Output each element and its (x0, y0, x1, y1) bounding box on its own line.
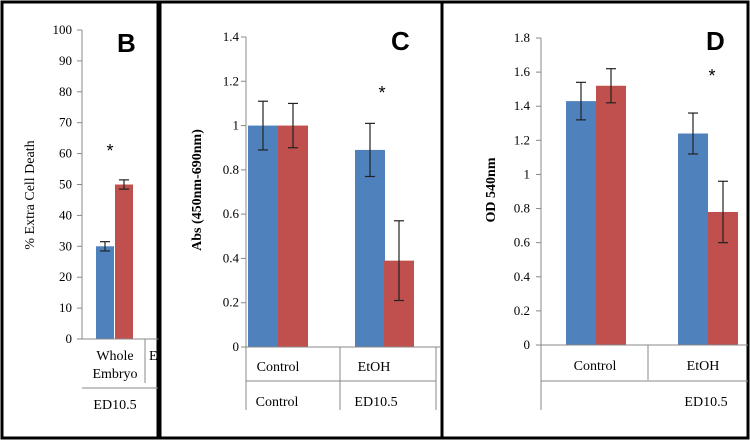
panel-b-significance-marker: * (106, 141, 113, 161)
panel-b-group-label: ED10.5 (93, 398, 136, 413)
panel-b-y-axis-title: % Extra Cell Death (23, 140, 38, 249)
panel-d-y-tick-label: 1 (524, 166, 531, 181)
panel-c-y-tick-label: 1.4 (223, 29, 240, 44)
panel-c-bars: * (248, 83, 414, 347)
panel-b-bar-s2-c1 (115, 184, 133, 339)
panel-d-y-tick-label: 1.8 (514, 30, 530, 45)
panel-c-y-tick-label: 0.6 (223, 206, 240, 221)
panel-d: D OD 540nm 00.20.40.60.811.21.41.61.8 * … (440, 0, 750, 440)
panel-d-y-tick-label: 0 (524, 337, 531, 352)
panel-c-y-tick-label: 0.4 (223, 250, 240, 265)
panel-c-label: C (391, 26, 410, 56)
panel-d-bars: * (566, 66, 738, 345)
panel-b-y-tick-label: 10 (59, 300, 72, 315)
panel-c-y-tick-label: 0.2 (223, 295, 239, 310)
panel-b-y-tick-label: 80 (59, 84, 72, 99)
panel-d-y-tick-label: 1.4 (514, 98, 531, 113)
panel-d-significance-marker: * (708, 66, 715, 86)
panel-c-group-ed105: ED10.5 (354, 395, 397, 410)
panel-b-bars: * (96, 141, 133, 339)
panel-b-y-tick-label: 50 (59, 177, 72, 192)
panel-b-y-tick-label: 70 (59, 115, 72, 130)
panel-b-bar-s1-c1 (96, 246, 114, 339)
panel-b-frame (0, 0, 160, 440)
panel-c-bar-s2-c1 (278, 125, 308, 347)
panel-c-group-control: Control (256, 395, 299, 410)
panel-c-y-tick-label: 1 (233, 118, 240, 133)
panel-b-y-tick-label: 30 (59, 238, 72, 253)
panel-b-label: B (117, 28, 136, 58)
panel-d-group-label: ED10.5 (684, 395, 727, 410)
panel-c-y-tick-label: 1.2 (223, 73, 239, 88)
panel-d-y-tick-label: 0.4 (514, 269, 531, 284)
panel-c-bar-s1-c1 (248, 125, 278, 347)
panel-d-bar-s1-c2 (678, 133, 708, 345)
panel-d-category-control: Control (574, 359, 617, 374)
panel-d-bar-s1-c1 (566, 101, 596, 345)
panel-b-category-label-line2: Embryo (92, 367, 137, 382)
panel-d-y-tick-label: 0.6 (514, 235, 531, 250)
panel-d-y-tick-label: 1.6 (514, 64, 531, 79)
panel-c-bar-s1-c2 (355, 149, 385, 347)
panel-c-y-tick-label: 0.8 (223, 162, 239, 177)
panel-c-y-ticks: 0 0.2 0.4 0.6 0.8 1 1.2 1.4 (223, 29, 246, 354)
panel-c-significance-marker: * (378, 83, 385, 103)
panel-d-frame (440, 0, 750, 440)
panel-b-y-tick-label: 20 (59, 269, 72, 284)
panel-b-y-tick-label: 90 (59, 53, 72, 68)
panel-b-partial-category-label: E (149, 349, 158, 364)
panel-b-y-tick-label: 60 (59, 146, 72, 161)
panel-c-y-tick-label: 0 (233, 339, 240, 354)
panel-b-y-ticks: 0 10 20 30 40 50 60 70 80 90 100 (53, 22, 82, 346)
panel-d-y-tick-label: 1.2 (514, 132, 530, 147)
panel-d-y-ticks: 0 0.2 0.4 0.6 0.8 1 1.2 1.4 1.6 1.8 (514, 30, 541, 352)
panel-d-y-tick-label: 0.2 (514, 303, 530, 318)
panel-c-category-etoh: EtOH (358, 360, 391, 375)
panel-c: C Abs (450nm-690nm) 0 0.2 0.4 0.6 0.8 1 1.2 1.4… (158, 0, 444, 440)
panel-b-category-label-line1: Whole (96, 349, 133, 364)
panel-b-y-tick-label: 100 (53, 22, 73, 37)
panel-d-category-etoh: EtOH (687, 359, 720, 374)
panel-b-y-tick-label: 40 (59, 207, 72, 222)
panel-d-y-axis-title: OD 540nm (484, 157, 499, 222)
panel-b-y-tick-label: 0 (66, 331, 73, 346)
panel-c-category-control: Control (257, 360, 300, 375)
panel-c-y-axis-title: Abs (450nm-690nm) (190, 129, 205, 251)
panel-d-bar-s2-c1 (596, 85, 626, 345)
panel-b: B % Extra Cell Death 0 10 20 30 40 50 60 70 80 90… (0, 0, 160, 440)
panel-d-label: D (706, 26, 725, 56)
panel-d-y-tick-label: 0.8 (514, 201, 530, 216)
